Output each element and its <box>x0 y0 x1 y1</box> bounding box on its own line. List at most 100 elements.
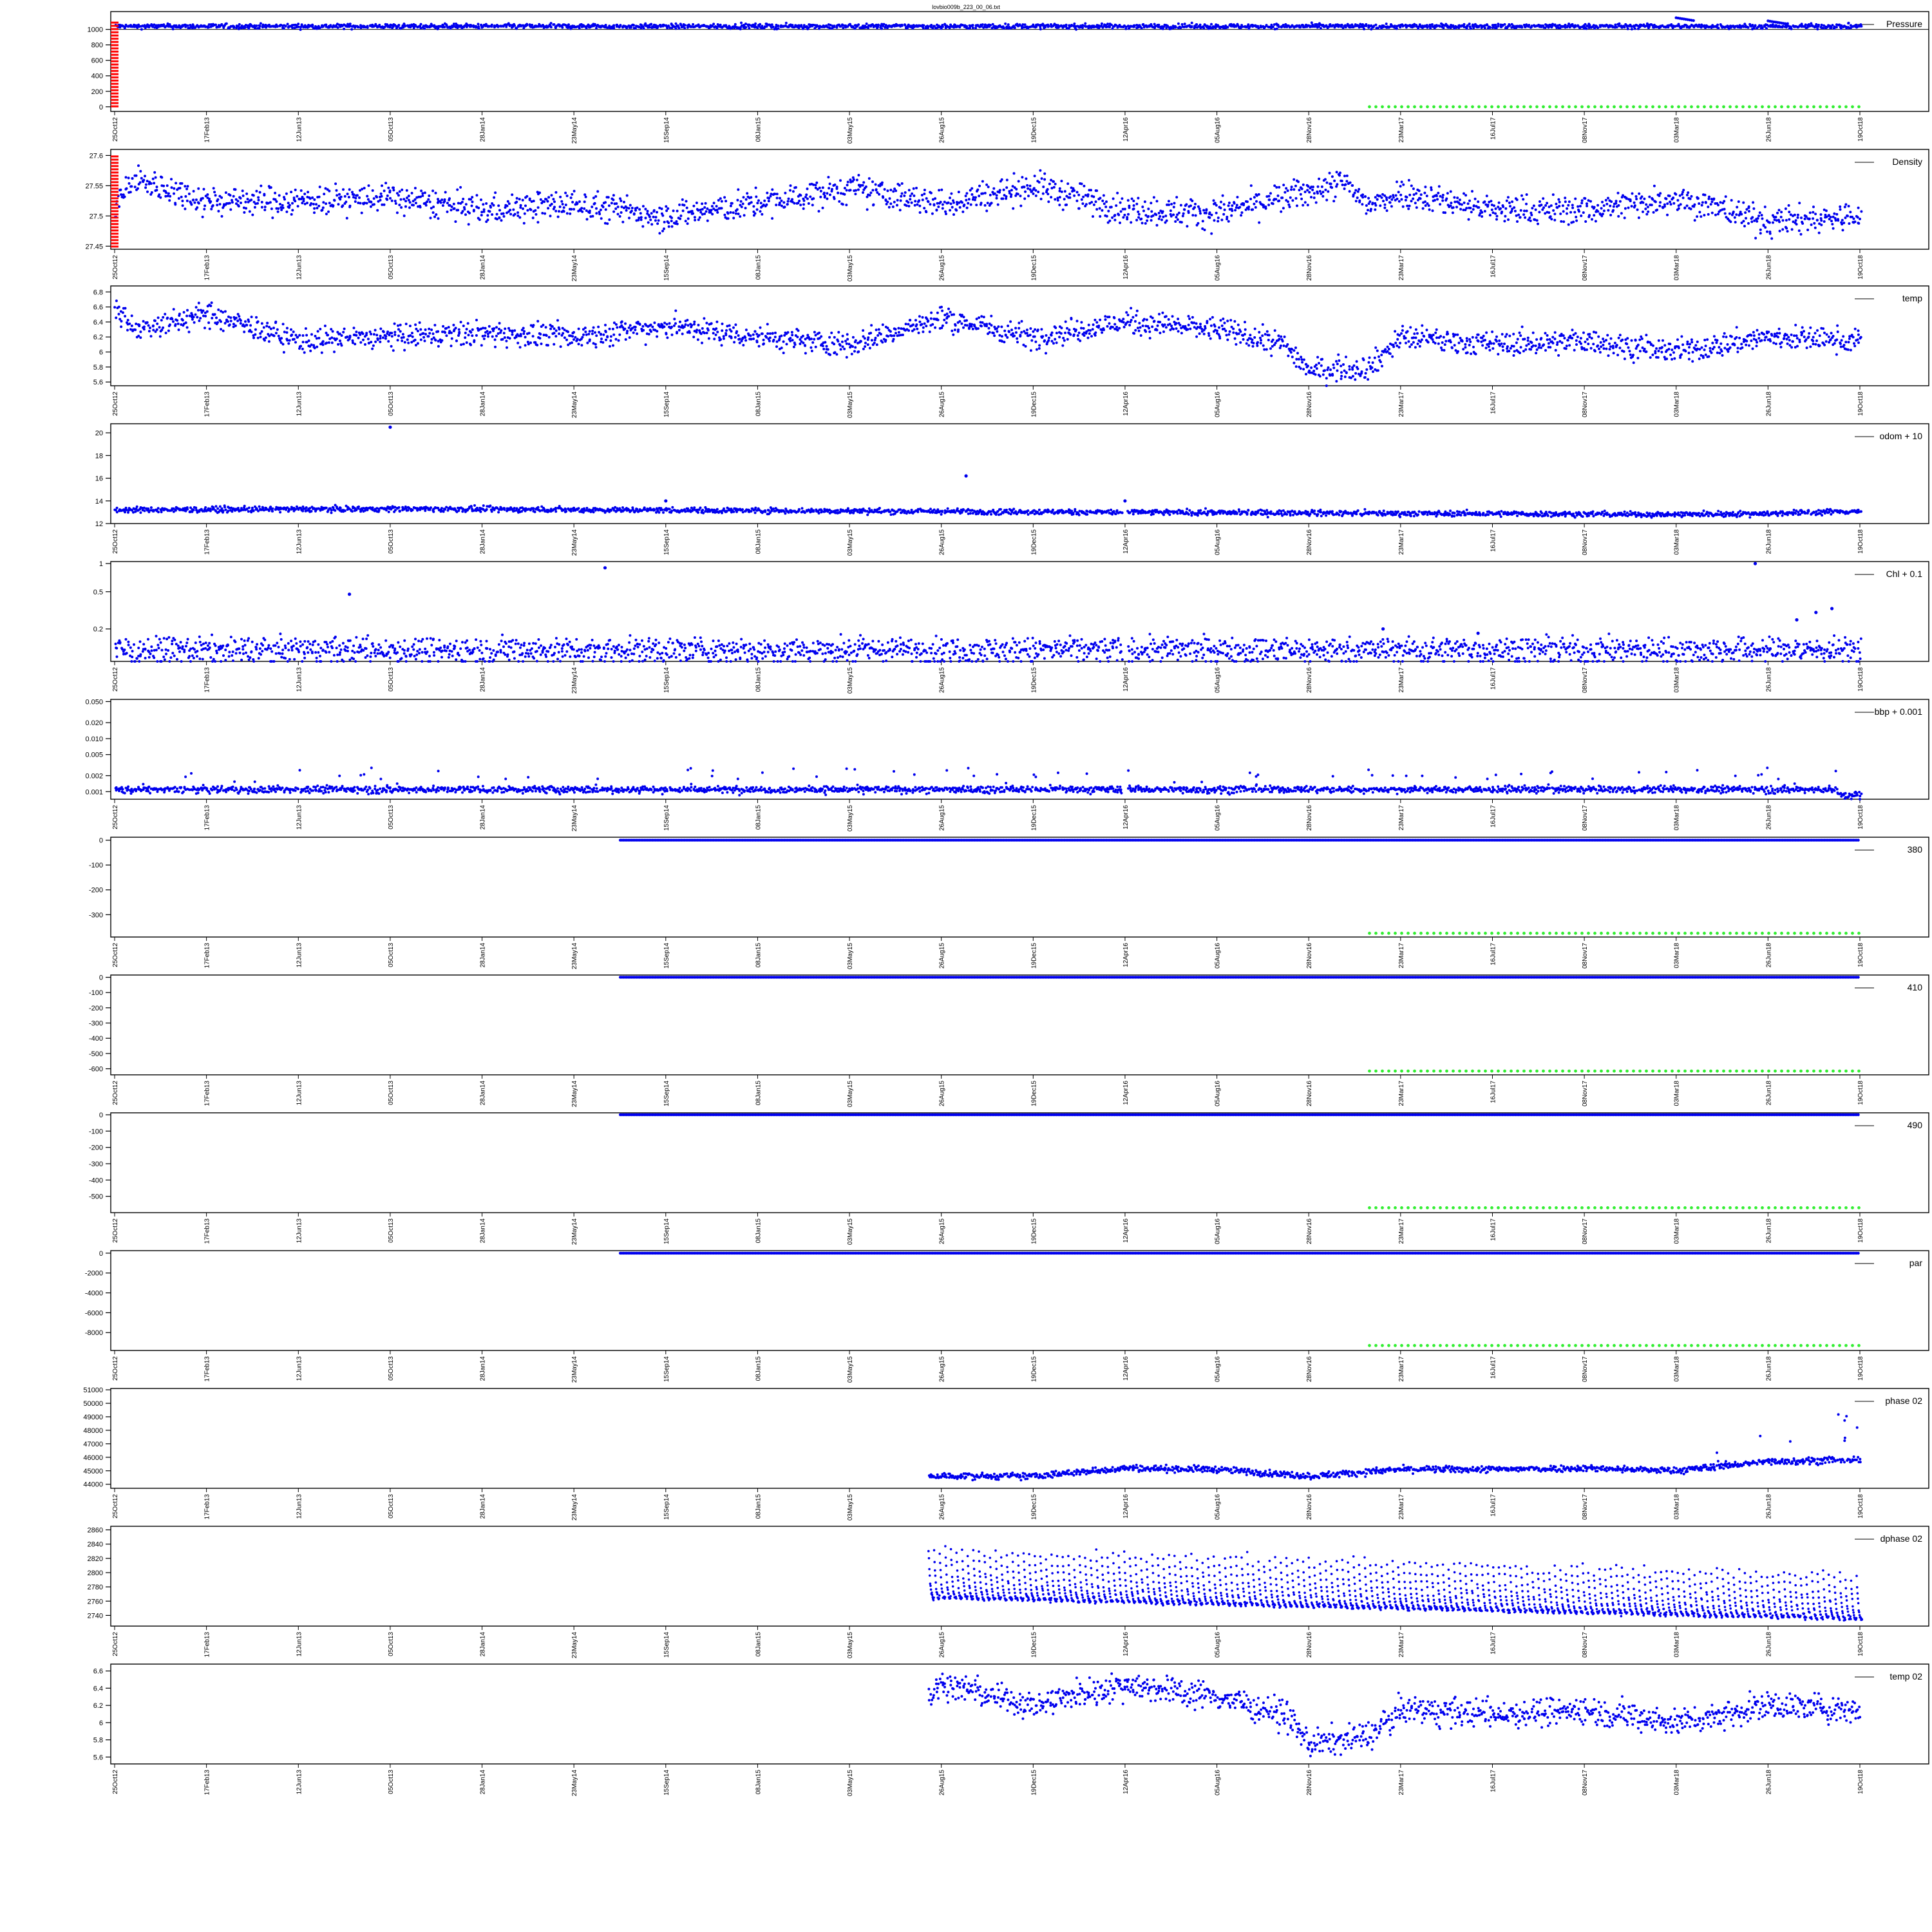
data-point <box>1658 194 1661 197</box>
data-point <box>526 209 529 212</box>
green-flag-marks <box>1368 105 1861 109</box>
data-point <box>1417 27 1420 30</box>
data-point <box>1830 220 1833 223</box>
data-point <box>1464 194 1468 197</box>
data-point <box>1374 204 1378 207</box>
data-point <box>661 214 665 217</box>
data-point <box>625 25 629 28</box>
red-flag-mark <box>111 60 118 62</box>
data-point <box>228 202 231 205</box>
data-point <box>802 24 806 27</box>
data-point <box>1195 23 1198 26</box>
data-point <box>1293 188 1296 191</box>
data-point <box>990 202 993 205</box>
data-point <box>1328 171 1331 175</box>
data-point <box>168 23 171 26</box>
data-point <box>502 212 505 215</box>
data-point <box>1286 189 1289 193</box>
data-point <box>765 25 768 28</box>
data-point <box>365 334 368 337</box>
data-point <box>1754 24 1757 28</box>
data-point <box>1654 200 1657 204</box>
data-point <box>1796 213 1799 216</box>
data-point <box>914 200 917 203</box>
data-point <box>1287 24 1290 27</box>
data-point <box>676 222 679 225</box>
data-point <box>327 341 330 344</box>
data-point <box>371 347 374 350</box>
data-point <box>619 197 621 200</box>
data-point <box>591 205 594 209</box>
data-point <box>197 26 200 29</box>
data-point <box>1140 217 1143 220</box>
data-point <box>771 188 774 191</box>
data-point <box>895 189 898 193</box>
data-point <box>956 201 958 204</box>
data-point <box>1013 26 1016 30</box>
red-flag-mark <box>111 37 118 40</box>
x-tick-label: 03Mar18 <box>1674 392 1681 417</box>
data-point <box>677 26 680 29</box>
data-point <box>191 317 194 321</box>
data-point <box>1751 216 1754 219</box>
data-point <box>930 24 933 26</box>
data-point <box>1150 219 1153 222</box>
data-point <box>348 188 351 191</box>
data-point <box>648 26 651 29</box>
data-point <box>176 322 180 325</box>
data-point <box>898 209 902 212</box>
data-point <box>477 206 480 209</box>
data-point <box>806 197 809 200</box>
data-point <box>644 207 647 211</box>
green-flag-mark <box>1844 105 1848 109</box>
data-point <box>676 209 679 213</box>
data-point <box>286 23 289 26</box>
x-tick-label: 26Jun18 <box>1765 392 1772 417</box>
data-point <box>931 212 934 215</box>
data-point <box>346 336 348 339</box>
data-point <box>313 211 316 214</box>
data-point <box>1615 200 1618 203</box>
data-point <box>606 26 609 29</box>
data-point <box>1700 215 1703 218</box>
data-point <box>1530 25 1533 28</box>
data-point <box>665 205 668 208</box>
data-point <box>1604 198 1607 202</box>
data-point <box>309 349 312 352</box>
data-point <box>1552 209 1555 212</box>
data-point <box>1578 210 1580 213</box>
data-point <box>1189 204 1192 207</box>
data-point <box>1844 216 1847 220</box>
data-point <box>274 332 278 335</box>
data-point <box>1672 202 1676 205</box>
data-point <box>269 186 272 189</box>
data-point <box>372 344 375 347</box>
data-point <box>404 205 407 208</box>
data-point <box>1380 196 1383 199</box>
x-tick-label: 03May15 <box>847 117 854 144</box>
data-point <box>1150 202 1153 205</box>
data-point <box>729 204 732 207</box>
data-point <box>1627 206 1630 209</box>
data-point <box>737 213 740 216</box>
data-point <box>1593 205 1596 209</box>
data-point <box>452 202 455 205</box>
data-point <box>1469 207 1472 209</box>
data-point <box>337 203 340 206</box>
data-point <box>404 24 407 28</box>
data-point <box>1361 203 1364 206</box>
data-point <box>882 24 884 28</box>
data-point <box>875 188 878 191</box>
data-point <box>934 197 937 200</box>
data-point <box>1559 213 1562 215</box>
data-point <box>367 184 370 187</box>
data-point <box>1501 211 1504 213</box>
red-flag-mark <box>111 171 118 174</box>
x-tick-label: 23Mar17 <box>1398 255 1405 281</box>
green-flag-mark <box>1761 105 1764 109</box>
data-point <box>833 24 836 28</box>
data-point <box>647 221 650 224</box>
data-point <box>750 196 753 199</box>
data-point <box>185 314 189 317</box>
x-tick-label: 03May15 <box>847 392 854 419</box>
